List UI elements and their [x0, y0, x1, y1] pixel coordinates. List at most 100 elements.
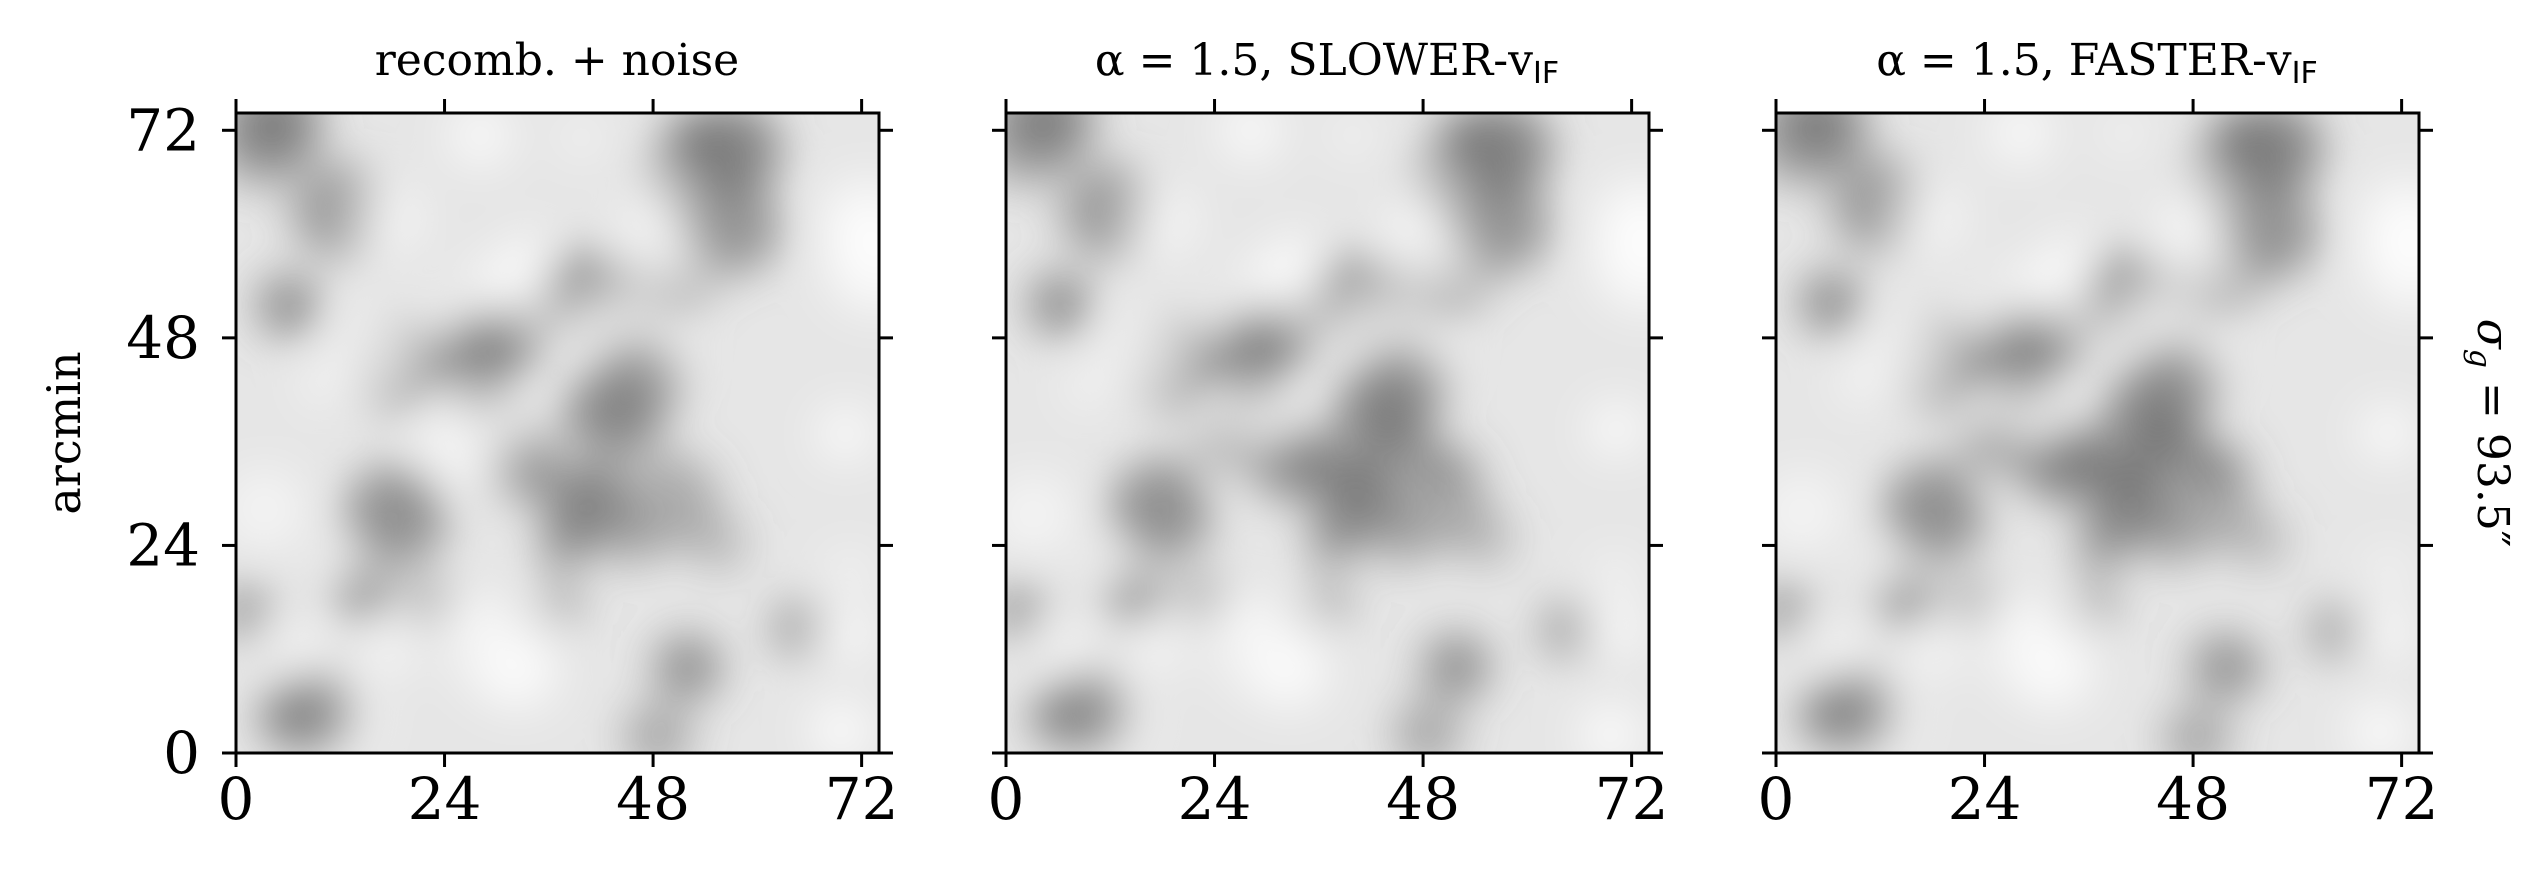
x-tick-label: 24: [408, 765, 482, 833]
x-tick-label: 24: [1178, 765, 1252, 833]
bright-fluctuation: [616, 212, 659, 255]
bright-fluctuation: [1864, 312, 1949, 397]
bright-fluctuation: [818, 607, 873, 662]
plot-frame: [234, 111, 881, 755]
dark-fluctuation: [771, 600, 828, 657]
dark-fluctuation: [344, 465, 446, 567]
bright-fluctuation: [1588, 400, 1645, 458]
dark-fluctuation: [2163, 705, 2231, 753]
x-tick-label: 0: [1758, 765, 1795, 833]
bright-fluctuation: [236, 468, 306, 551]
dark-fluctuation: [1444, 643, 1487, 686]
heatmap-field: [1006, 113, 1649, 753]
bright-fluctuation: [2364, 547, 2412, 596]
heatmap-field: [236, 113, 879, 753]
dark-fluctuation: [1307, 579, 1353, 626]
bright-fluctuation: [1065, 367, 1106, 408]
panel-slower: α = 1.5, SLOWER-vIF 0 24 48 72: [988, 35, 1669, 833]
y-axis-ticks: 0 24 48 72: [126, 96, 893, 787]
bright-fluctuation: [2157, 210, 2200, 253]
y-axis-ticks: [992, 128, 1663, 755]
dark-fluctuation: [1779, 113, 1868, 169]
x-tick-label: 72: [825, 765, 899, 833]
dark-fluctuation: [1799, 271, 1862, 334]
signal-feature: [1411, 442, 1476, 488]
plot-frame: [1774, 111, 2421, 755]
title-subscript: IF: [1533, 56, 1559, 91]
x-tick-label: 24: [1948, 765, 2022, 833]
y-tick-label: 48: [126, 304, 200, 372]
y-tick-label: 0: [163, 719, 200, 787]
dark-fluctuation: [1978, 310, 2050, 382]
dark-fluctuation: [2227, 113, 2322, 196]
heatmap-field: [1776, 113, 2419, 753]
panel-title: α = 1.5, SLOWER-vIF: [1095, 35, 1559, 91]
bright-fluctuation: [1836, 364, 1877, 405]
bright-fluctuation: [447, 113, 514, 169]
x-tick-label: 72: [1595, 765, 1669, 833]
bright-fluctuation: [2100, 113, 2147, 156]
dark-fluctuation: [539, 579, 585, 626]
dark-fluctuation: [1457, 113, 1551, 196]
y-axis-ticks: [1762, 128, 2433, 755]
bright-fluctuation: [443, 588, 498, 644]
dark-fluctuation: [2232, 513, 2289, 570]
bright-fluctuation: [1338, 290, 1384, 336]
bright-fluctuation: [2348, 700, 2412, 753]
bright-fluctuation: [330, 309, 415, 394]
bright-fluctuation: [826, 213, 879, 314]
title-prefix: α = 1.5, SLOWER-v: [1095, 35, 1533, 86]
bright-fluctuation: [1987, 591, 2043, 647]
dark-fluctuation: [1540, 601, 1597, 659]
x-axis-ticks: 0 24 48 72: [1758, 99, 2439, 833]
bright-fluctuation: [1215, 590, 1271, 646]
dark-fluctuation: [1456, 179, 1549, 272]
x-tick-label: 72: [2365, 765, 2439, 833]
x-tick-label: 48: [1386, 765, 1460, 833]
bright-fluctuation: [1591, 551, 1640, 600]
dark-fluctuation: [1006, 113, 1095, 165]
bright-fluctuation: [2359, 404, 2416, 461]
panel-recomb-noise: recomb. + noise 0 24 48 72 0 24 48 72 arcmin: [37, 35, 899, 833]
bright-fluctuation: [605, 236, 670, 302]
bright-fluctuation: [301, 363, 342, 404]
x-tick-label: 48: [616, 765, 690, 833]
dark-fluctuation: [1884, 461, 1985, 562]
bright-fluctuation: [1101, 310, 1186, 396]
bright-fluctuation: [1988, 113, 2054, 166]
bright-fluctuation: [2114, 289, 2160, 335]
bright-fluctuation: [462, 251, 526, 314]
dark-fluctuation: [1212, 313, 1284, 384]
dark-fluctuation: [675, 647, 718, 690]
bright-fluctuation: [415, 388, 518, 491]
bright-fluctuation: [1579, 703, 1643, 753]
sigma-label: σg = 93.5″: [2462, 319, 2518, 548]
panel-faster: α = 1.5, FASTER-vIF 0 24 48 72: [1758, 35, 2439, 833]
bright-fluctuation: [352, 182, 424, 254]
bright-fluctuation: [2361, 210, 2419, 311]
dark-fluctuation: [1358, 340, 1447, 429]
bright-fluctuation: [826, 548, 874, 597]
bright-fluctuation: [272, 627, 326, 681]
bright-fluctuation: [1126, 185, 1198, 257]
dark-fluctuation: [1394, 700, 1461, 753]
bright-fluctuation: [817, 405, 874, 462]
dark-fluctuation: [1107, 570, 1161, 623]
bright-fluctuation: [1275, 232, 1316, 273]
dark-fluctuation: [336, 567, 390, 621]
dark-fluctuation: [2140, 512, 2198, 570]
dark-fluctuation: [1370, 512, 1428, 569]
bright-fluctuation: [365, 625, 414, 674]
bright-fluctuation: [1041, 626, 1095, 680]
bright-fluctuation: [1383, 207, 1426, 250]
title-prefix: α = 1.5, FASTER-v: [1876, 35, 2292, 86]
bright-fluctuation: [1587, 602, 1642, 657]
dark-fluctuation: [593, 335, 681, 424]
dark-fluctuation: [1006, 581, 1045, 638]
dark-fluctuation: [624, 703, 692, 753]
bright-fluctuation: [1006, 473, 1075, 556]
x-axis-ticks: 0 24 48 72: [988, 99, 1669, 833]
bright-fluctuation: [1776, 470, 1843, 553]
bright-fluctuation: [1373, 234, 1438, 300]
